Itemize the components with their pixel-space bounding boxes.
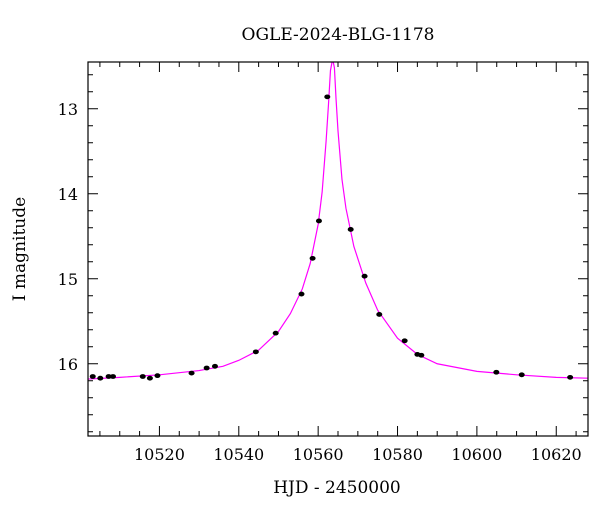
data-point <box>315 218 322 224</box>
data-point <box>401 338 408 344</box>
data-point <box>252 349 259 355</box>
x-tick-label: 10520 <box>134 445 185 464</box>
data-point <box>567 374 574 380</box>
model-fit-line <box>88 62 588 380</box>
data-point <box>298 291 305 297</box>
data-point <box>493 369 500 375</box>
y-axis-label: I magnitude <box>10 197 30 301</box>
data-point <box>146 375 153 381</box>
data-point <box>89 374 96 379</box>
chart-title: OGLE-2024-BLG-1178 <box>242 25 435 45</box>
data-point <box>110 374 116 379</box>
x-axis-ticks <box>99 62 577 436</box>
x-axis-label: HJD - 2450000 <box>273 478 401 498</box>
x-tick-label: 10600 <box>451 445 502 464</box>
data-point <box>518 372 525 378</box>
data-point <box>105 374 112 379</box>
y-tick-label: 16 <box>58 355 78 374</box>
data-point <box>309 255 316 261</box>
y-axis-tick-labels: 13 14 15 16 <box>58 100 78 374</box>
data-points <box>89 94 574 381</box>
plot-frame <box>87 61 589 437</box>
data-point <box>188 370 195 376</box>
x-axis-tick-labels: 10520 10540 10560 10580 10600 10620 <box>134 445 582 464</box>
data-point <box>324 94 331 100</box>
data-point <box>272 330 279 336</box>
data-point <box>139 374 146 379</box>
data-point <box>376 312 383 317</box>
y-tick-label: 15 <box>58 270 78 289</box>
data-point <box>347 227 354 232</box>
data-point <box>97 375 104 381</box>
data-point <box>203 365 210 371</box>
data-point <box>418 352 425 358</box>
x-tick-label: 10540 <box>213 445 264 464</box>
x-tick-label: 10620 <box>531 445 582 464</box>
y-tick-label: 13 <box>58 100 78 119</box>
data-point <box>154 373 161 379</box>
x-tick-label: 10560 <box>293 445 344 464</box>
data-point <box>211 363 218 369</box>
y-axis-ticks <box>88 74 588 433</box>
x-tick-label: 10580 <box>372 445 423 464</box>
y-tick-label: 14 <box>58 185 78 204</box>
data-point <box>361 273 368 279</box>
